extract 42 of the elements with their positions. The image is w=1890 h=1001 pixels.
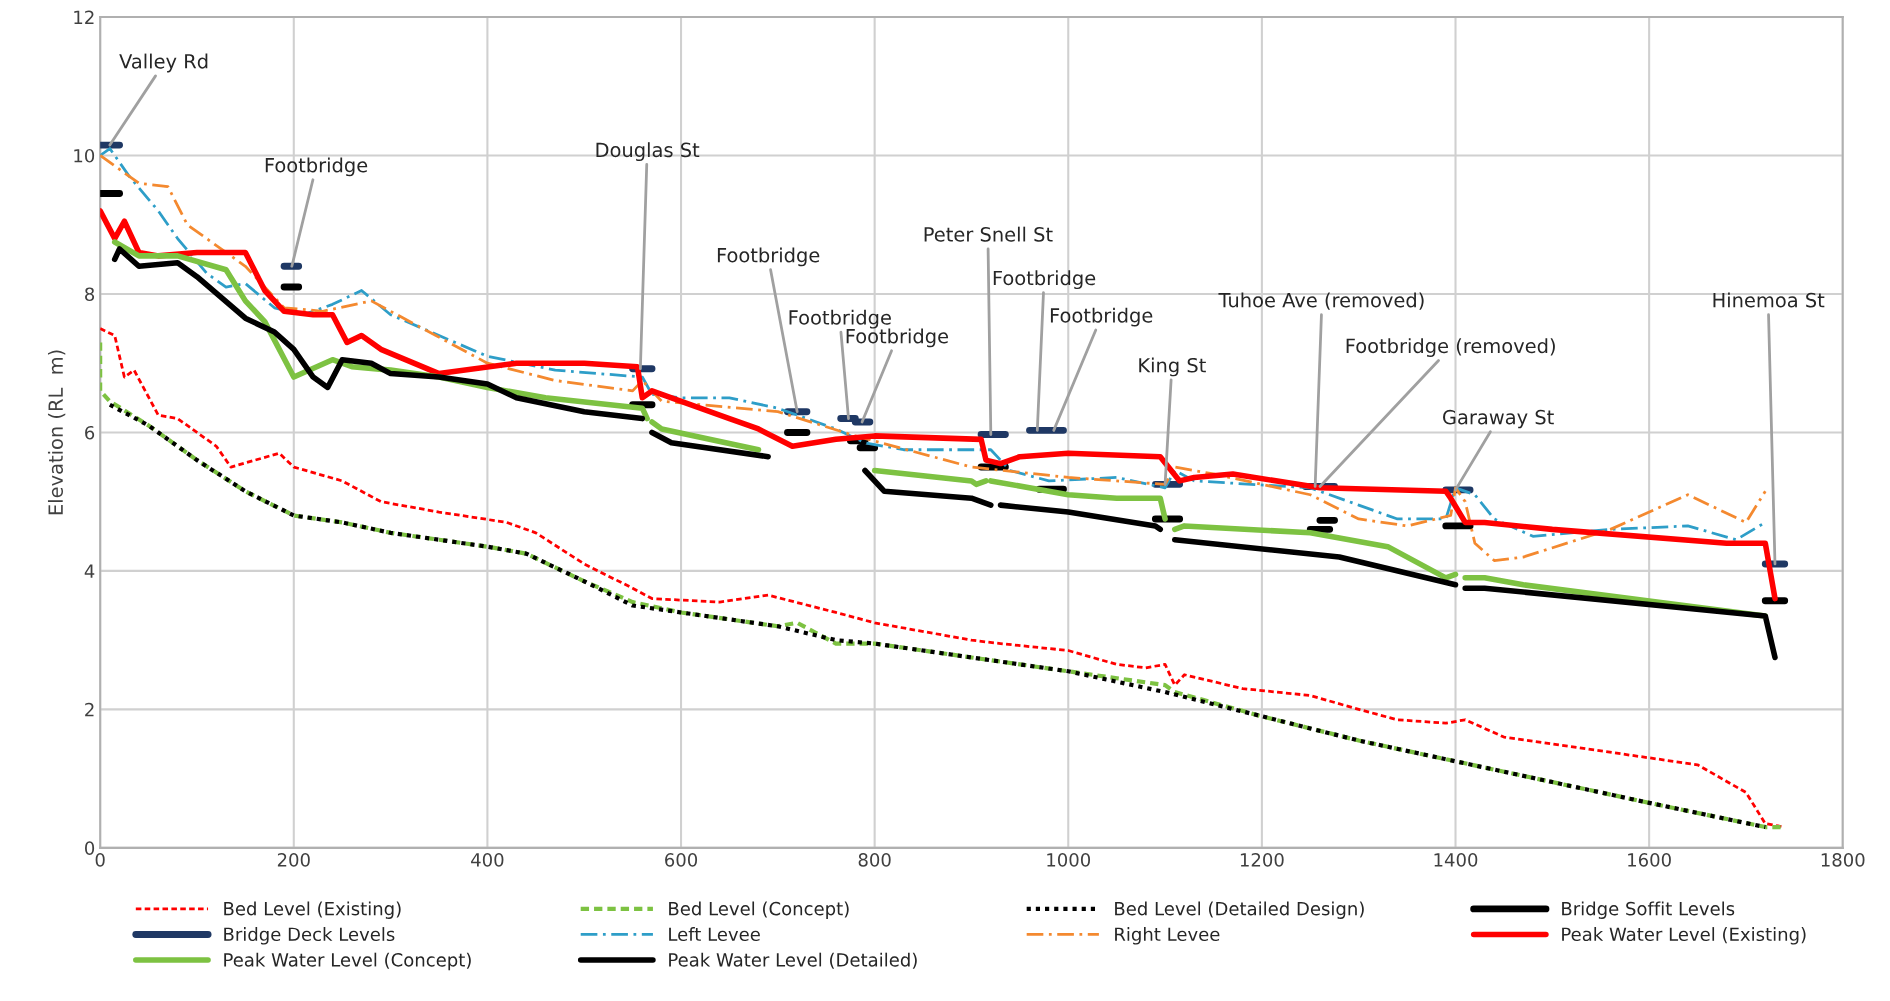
legend-label: Right Levee xyxy=(1115,927,1220,945)
y-axis-title: Elevation (RL m) xyxy=(47,350,66,515)
legend-label: Left Levee xyxy=(669,927,760,942)
annotation: Valley Rd xyxy=(119,53,208,73)
legend-label: Peak Water Level (Concept) xyxy=(224,952,471,971)
x-tick-label: 1800 xyxy=(1821,853,1865,867)
legend-label: Peak Water Level (Detailed) xyxy=(669,952,917,969)
x-tick-label: 1400 xyxy=(1434,853,1478,867)
annotation: Hinemoa St xyxy=(1713,292,1825,308)
x-tick-label: 1600 xyxy=(1628,853,1671,867)
y-tick-label: 2 xyxy=(85,702,94,717)
x-tick-label: 800 xyxy=(858,853,891,867)
annotation: Footbridge xyxy=(789,309,891,329)
annotation: Garaway St xyxy=(1443,409,1554,429)
x-tick-label: 200 xyxy=(277,853,310,867)
x-tick-label: 0 xyxy=(95,853,105,867)
annotation: Footbridge xyxy=(846,328,949,348)
legend-label: Peak Water Level (Existing) xyxy=(1562,927,1806,945)
annotation: Footbridge xyxy=(1050,307,1153,327)
annotation: Footbridge xyxy=(993,270,1096,290)
legend-label: Bed Level (Detailed Design) xyxy=(1115,901,1364,919)
y-tick-label: 10 xyxy=(74,148,95,163)
legend-label: Bed Level (Concept) xyxy=(669,901,849,919)
y-tick-label: 12 xyxy=(74,10,94,24)
annotation: Douglas St xyxy=(596,142,700,162)
y-tick-label: 4 xyxy=(84,564,95,578)
annotation: King St xyxy=(1139,357,1206,377)
x-tick-label: 600 xyxy=(665,853,698,867)
y-tick-label: 6 xyxy=(85,425,95,440)
annotation: Peter Snell St xyxy=(924,226,1053,242)
y-tick-label: 0 xyxy=(85,841,95,855)
legend-label: Bridge Soffit Levels xyxy=(1562,901,1735,919)
annotation: Footbridge xyxy=(717,247,820,267)
annotation: Footbridge xyxy=(265,157,368,177)
annotation: Tuhoe Ave (removed) xyxy=(1218,292,1424,310)
x-tick-label: 400 xyxy=(471,853,504,867)
legend-label: Bridge Deck Levels xyxy=(224,927,395,945)
legend-label: Bed Level (Existing) xyxy=(224,901,401,919)
annotation: Footbridge (removed) xyxy=(1346,338,1555,357)
y-tick-label: 8 xyxy=(85,287,95,302)
x-tick-label: 1200 xyxy=(1240,853,1284,867)
x-tick-label: 1000 xyxy=(1047,853,1091,867)
